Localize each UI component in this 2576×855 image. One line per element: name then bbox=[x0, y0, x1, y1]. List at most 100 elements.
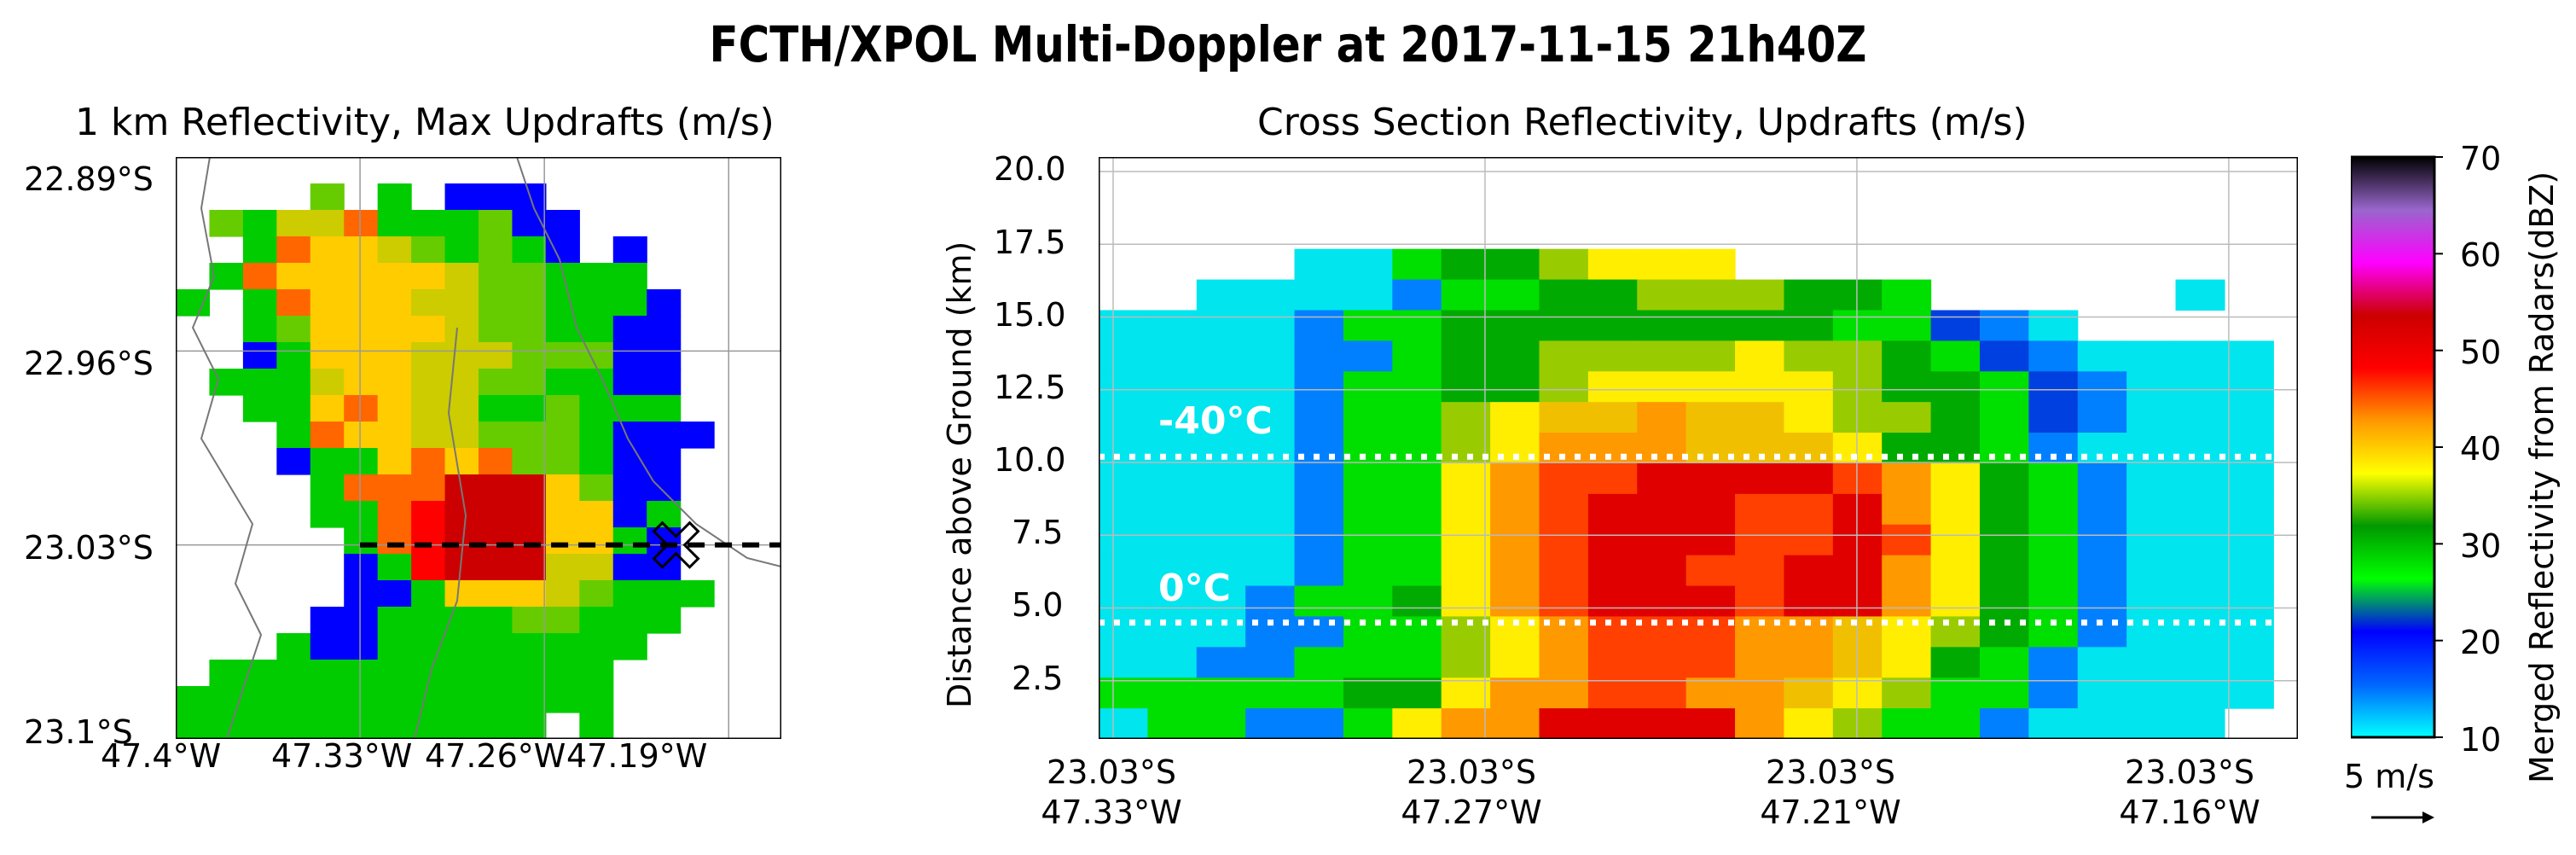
xs-reflectivity-cell bbox=[1882, 279, 1932, 311]
reflectivity-cell bbox=[545, 633, 580, 660]
xs-reflectivity-cell bbox=[1832, 371, 1883, 403]
xs-reflectivity-cell bbox=[1832, 524, 1883, 556]
reflectivity-cell bbox=[411, 607, 446, 634]
reflectivity-cell bbox=[310, 607, 345, 634]
reflectivity-cell bbox=[411, 527, 446, 555]
xs-reflectivity-cell bbox=[1587, 462, 1638, 495]
reflectivity-cell bbox=[276, 633, 311, 660]
xs-reflectivity-cell bbox=[2126, 708, 2177, 739]
xs-reflectivity-cell bbox=[1343, 402, 1393, 433]
xs-reflectivity-cell bbox=[1784, 555, 1834, 587]
xs-reflectivity-cell bbox=[1441, 585, 1491, 618]
xs-reflectivity-cell bbox=[1685, 310, 1736, 341]
reflectivity-cell bbox=[411, 289, 446, 317]
xs-reflectivity-cell bbox=[1441, 647, 1491, 678]
xs-reflectivity-cell bbox=[1294, 371, 1344, 403]
xs-reflectivity-cell bbox=[1587, 493, 1638, 526]
xs-reflectivity-cell bbox=[2077, 678, 2127, 709]
reflectivity-cell bbox=[276, 686, 311, 713]
xs-reflectivity-cell bbox=[1490, 402, 1540, 433]
xs-reflectivity-cell bbox=[1784, 678, 1834, 709]
xs-reflectivity-cell bbox=[2028, 678, 2079, 709]
xs-reflectivity-cell bbox=[1784, 402, 1834, 433]
xs-reflectivity-cell bbox=[1930, 371, 1981, 403]
xs-reflectivity-cell bbox=[1539, 524, 1589, 556]
xs-reflectivity-cell bbox=[1930, 678, 1981, 709]
reflectivity-cell bbox=[512, 263, 547, 290]
xs-reflectivity-cell bbox=[1539, 371, 1589, 403]
reflectivity-cell bbox=[276, 660, 311, 687]
xs-reflectivity-cell bbox=[1930, 616, 1981, 648]
xs-reflectivity-cell bbox=[2077, 462, 2127, 495]
reflectivity-cell bbox=[512, 422, 547, 449]
reflectivity-cell bbox=[545, 369, 580, 396]
xs-ytick-label: 5.0 bbox=[1012, 586, 1064, 624]
reflectivity-cell bbox=[545, 448, 580, 475]
xs-reflectivity-cell bbox=[1099, 493, 1148, 526]
xs-reflectivity-cell bbox=[1587, 708, 1638, 739]
xs-reflectivity-cell bbox=[1979, 647, 2029, 678]
reflectivity-cell bbox=[612, 474, 647, 502]
xs-reflectivity-cell bbox=[1099, 310, 1148, 341]
reflectivity-cell bbox=[647, 422, 682, 449]
xs-reflectivity-cell bbox=[1735, 279, 1785, 311]
xs-reflectivity-cell bbox=[1441, 310, 1491, 341]
reflectivity-cell bbox=[276, 712, 311, 739]
reflectivity-cell bbox=[310, 369, 345, 396]
reflectivity-cell bbox=[579, 263, 614, 290]
reflectivity-cell bbox=[242, 289, 277, 317]
xs-reflectivity-cell bbox=[2126, 371, 2177, 403]
xs-reflectivity-cell bbox=[1685, 647, 1736, 678]
xs-reflectivity-cell bbox=[1587, 248, 1638, 281]
reflectivity-cell bbox=[479, 183, 513, 211]
xs-reflectivity-cell bbox=[1587, 371, 1638, 403]
xs-reflectivity-cell bbox=[2028, 647, 2079, 678]
xs-reflectivity-cell bbox=[2126, 433, 2177, 464]
xs-reflectivity-cell bbox=[1784, 585, 1834, 618]
xs-reflectivity-cell bbox=[2224, 340, 2274, 372]
reflectivity-cell bbox=[377, 316, 412, 343]
xs-ytick-label: 10.0 bbox=[994, 441, 1066, 479]
xs-reflectivity-cell bbox=[1539, 708, 1589, 739]
xs-reflectivity-cell bbox=[1587, 310, 1638, 341]
xs-reflectivity-cell bbox=[1196, 371, 1246, 403]
xs-reflectivity-cell bbox=[2224, 555, 2274, 587]
xs-reflectivity-cell bbox=[1099, 555, 1148, 587]
left-ytick-label: 22.96°S bbox=[24, 345, 154, 382]
xs-reflectivity-cell bbox=[1832, 708, 1883, 739]
xs-reflectivity-cell bbox=[1784, 279, 1834, 311]
xs-reflectivity-cell bbox=[1343, 462, 1393, 495]
xs-reflectivity-cell bbox=[1784, 493, 1834, 526]
colorbar bbox=[2351, 155, 2443, 739]
xs-reflectivity-cell bbox=[2077, 524, 2127, 556]
xs-reflectivity-cell bbox=[1882, 433, 1932, 464]
xs-reflectivity-cell bbox=[1930, 310, 1981, 341]
xs-reflectivity-cell bbox=[1882, 524, 1932, 556]
xs-reflectivity-cell bbox=[1882, 585, 1932, 618]
reflectivity-cell bbox=[242, 395, 277, 422]
reflectivity-cell bbox=[242, 342, 277, 369]
xs-reflectivity-cell bbox=[1343, 524, 1393, 556]
xs-reflectivity-cell bbox=[2126, 647, 2177, 678]
xs-reflectivity-cell bbox=[1343, 340, 1393, 372]
xs-reflectivity-cell bbox=[1147, 678, 1198, 709]
xs-reflectivity-cell bbox=[1392, 340, 1442, 372]
xs-reflectivity-cell bbox=[1099, 524, 1148, 556]
reflectivity-cell bbox=[579, 501, 614, 528]
colorbar-tick-label: 10 bbox=[2460, 721, 2502, 759]
xs-reflectivity-cell bbox=[1343, 279, 1393, 311]
reflectivity-cell bbox=[512, 236, 547, 264]
reflectivity-cell bbox=[344, 712, 379, 739]
left-xtick-label: 47.26°W bbox=[425, 737, 566, 775]
reflectivity-cell bbox=[209, 712, 244, 739]
xs-reflectivity-cell bbox=[2028, 585, 2079, 618]
xs-reflectivity-cell bbox=[1685, 493, 1736, 526]
reflectivity-cell bbox=[377, 422, 412, 449]
xs-reflectivity-cell bbox=[1587, 340, 1638, 372]
xs-reflectivity-cell bbox=[2028, 402, 2079, 433]
xs-reflectivity-cell bbox=[2126, 524, 2177, 556]
reflectivity-cell bbox=[545, 342, 580, 369]
xs-reflectivity-cell bbox=[2224, 585, 2274, 618]
reflectivity-cell bbox=[579, 660, 614, 687]
reflectivity-cell bbox=[242, 369, 277, 396]
